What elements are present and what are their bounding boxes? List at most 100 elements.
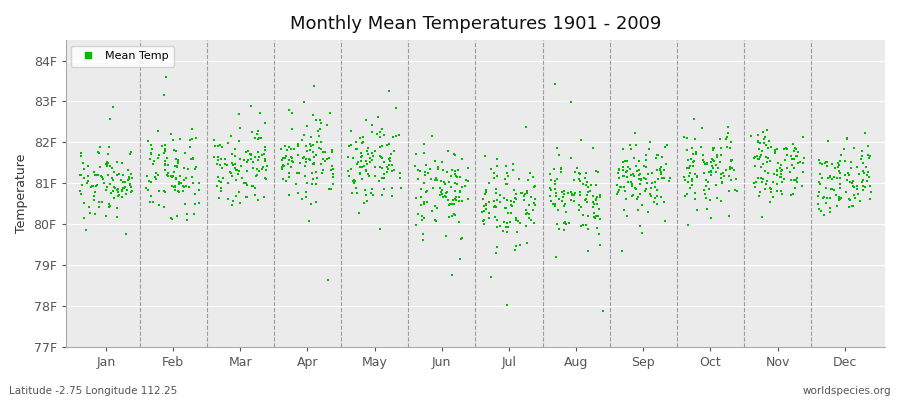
Point [275,154,290,161]
Point [752,193,766,199]
Point [558,209,572,216]
Point [326,171,340,178]
Point [451,194,465,200]
Point [488,214,502,220]
Point [170,188,184,194]
Point [655,175,670,182]
Point [212,142,227,148]
Point [433,192,447,198]
Point [528,202,543,208]
Point [170,213,184,219]
Point [246,182,260,189]
Point [861,168,876,175]
Point [299,156,313,162]
Point [151,128,166,134]
Point [572,176,586,182]
Point [573,137,588,144]
Point [860,152,875,158]
Point [274,157,289,163]
Point [446,272,460,278]
Point [862,153,877,159]
Point [507,199,521,205]
Point [832,169,847,176]
Point [382,141,396,147]
Point [233,125,248,132]
Point [719,167,733,174]
Point [359,167,374,174]
Point [592,231,607,237]
Point [302,218,317,224]
Point [409,195,423,201]
Point [187,210,202,217]
Point [411,211,426,217]
Point [689,172,704,179]
Point [368,173,382,179]
Point [442,202,456,208]
Point [579,170,593,177]
Point [192,200,206,206]
Point [346,178,360,184]
Point [788,145,803,152]
Point [248,134,262,141]
Point [362,172,376,179]
Point [142,198,157,205]
Point [522,214,536,221]
Point [482,215,496,221]
Point [313,161,328,168]
Point [447,212,462,218]
Point [520,190,535,196]
Point [106,195,121,201]
Point [220,180,235,186]
Point [278,153,293,159]
Point [677,134,691,140]
Point [832,162,846,169]
Point [252,134,266,141]
Point [167,147,182,153]
Point [863,183,878,190]
Point [258,144,273,150]
Point [518,196,532,203]
Point [356,200,371,206]
Point [629,142,643,148]
Point [756,161,770,167]
Point [579,195,593,202]
Point [626,170,640,177]
Point [359,168,374,174]
Point [519,222,534,229]
Point [368,163,382,170]
Point [225,150,239,157]
Point [728,176,742,182]
Point [234,162,248,169]
Point [89,183,104,189]
Point [568,169,582,175]
Point [74,150,88,156]
Point [159,172,174,178]
Point [823,204,837,211]
Point [480,205,494,212]
Point [76,215,91,221]
Point [756,176,770,182]
Point [228,153,242,159]
Point [775,167,789,174]
Point [555,188,570,195]
Point [235,175,249,182]
Point [382,162,396,168]
Point [287,146,302,152]
Point [239,180,254,186]
Point [250,157,265,164]
Point [414,213,428,220]
Point [511,217,526,224]
Point [615,184,629,190]
Point [524,217,538,223]
Point [680,179,695,186]
Point [748,154,762,160]
Point [148,170,163,176]
Point [341,168,356,174]
Point [384,192,399,199]
Point [115,172,130,178]
Point [158,158,173,164]
Point [704,169,718,175]
Point [840,135,854,141]
Point [616,164,630,170]
Point [256,164,270,170]
